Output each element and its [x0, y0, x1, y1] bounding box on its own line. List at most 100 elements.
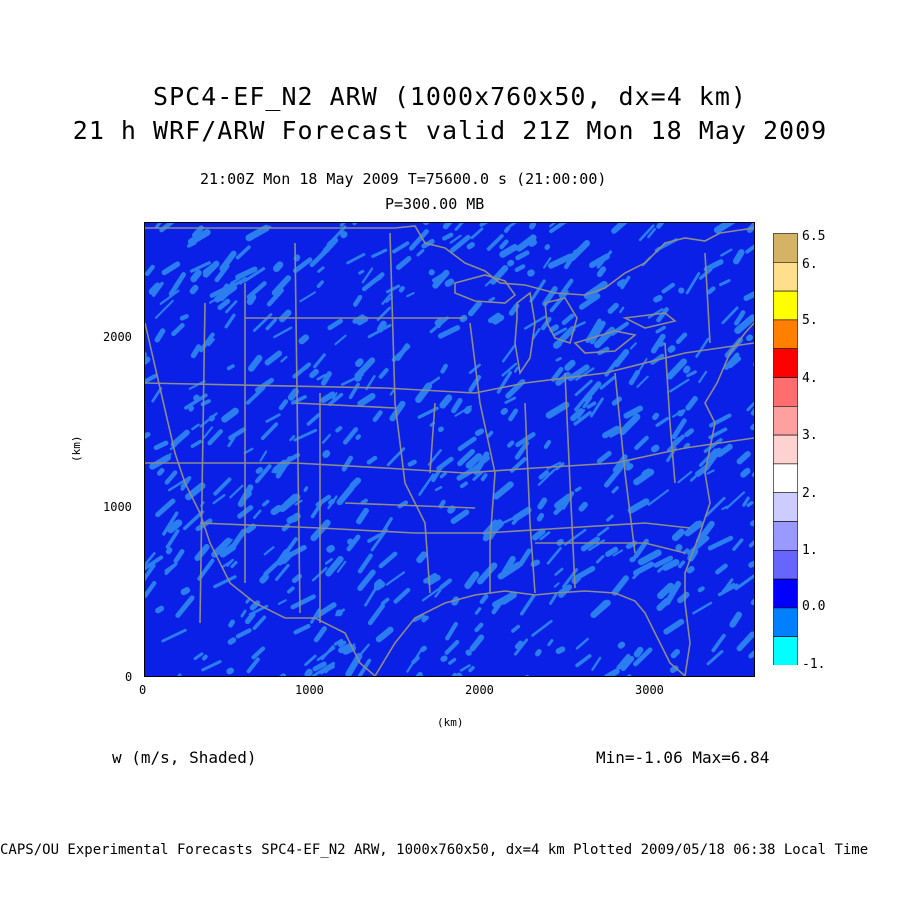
- shaded-streak: [303, 486, 309, 492]
- shaded-streak: [675, 332, 688, 345]
- shaded-streak: [532, 528, 546, 541]
- x-tick-1000: 1000: [295, 683, 324, 697]
- x-tick-2000: 2000: [465, 683, 494, 697]
- shaded-streak: [650, 333, 666, 354]
- shaded-streak: [500, 407, 508, 415]
- shaded-streak: [516, 234, 537, 252]
- shaded-streak: [503, 226, 511, 233]
- shaded-streak: [389, 400, 406, 422]
- shaded-streak: [590, 397, 604, 418]
- shaded-streak: [208, 415, 215, 422]
- shaded-streak: [442, 232, 454, 241]
- shaded-streak: [416, 551, 428, 564]
- shaded-streak: [507, 259, 515, 267]
- shaded-streak: [550, 366, 564, 382]
- shaded-streak: [513, 638, 529, 656]
- shaded-streak: [168, 272, 186, 297]
- shaded-streak: [293, 428, 318, 442]
- shaded-streak: [231, 528, 247, 548]
- shaded-streak: [266, 288, 284, 307]
- shaded-streak: [357, 553, 373, 574]
- shaded-streak: [554, 567, 564, 576]
- shaded-streak: [725, 491, 746, 510]
- shaded-streak: [286, 513, 300, 524]
- shaded-streak: [214, 284, 238, 303]
- shaded-streak: [230, 275, 244, 285]
- shaded-streak: [638, 224, 655, 242]
- shaded-streak: [335, 425, 343, 433]
- shaded-streak: [519, 594, 536, 616]
- colorbar-swatches: [773, 233, 798, 666]
- shaded-streak: [293, 257, 313, 274]
- colorbar-label: 4.: [802, 371, 818, 386]
- shaded-streak: [170, 429, 190, 448]
- shaded-streak: [361, 272, 385, 292]
- shaded-streak: [655, 325, 667, 334]
- shaded-streak: [189, 284, 199, 295]
- shaded-streak: [456, 467, 476, 481]
- shaded-streak: [229, 484, 244, 499]
- shaded-streak: [440, 363, 448, 374]
- shaded-streak: [633, 468, 655, 486]
- shaded-streak: [434, 486, 443, 492]
- shaded-streak: [293, 623, 311, 635]
- shaded-streak: [487, 312, 501, 324]
- shaded-streak: [207, 338, 215, 347]
- shaded-streak: [449, 234, 462, 244]
- shaded-streak: [243, 447, 254, 455]
- shaded-streak: [573, 410, 592, 426]
- shaded-streak: [171, 323, 185, 337]
- shaded-streak: [549, 290, 569, 313]
- shaded-streak: [647, 489, 670, 506]
- shaded-streak: [392, 241, 410, 254]
- shaded-streak: [501, 555, 516, 576]
- shaded-streak: [686, 565, 695, 574]
- shaded-streak: [408, 229, 429, 251]
- shaded-streak: [734, 314, 756, 334]
- shaded-streak: [225, 300, 238, 314]
- shaded-streak: [395, 256, 412, 270]
- shaded-streak: [366, 455, 378, 465]
- shaded-streak: [670, 648, 681, 659]
- shaded-streak: [574, 379, 593, 397]
- shaded-streak: [575, 637, 589, 650]
- shaded-streak: [275, 563, 290, 581]
- shaded-streak: [226, 558, 234, 567]
- shaded-streak: [397, 500, 409, 509]
- shaded-streak: [304, 668, 313, 678]
- shaded-streak: [664, 580, 682, 606]
- shaded-streak: [684, 520, 704, 537]
- shaded-streak: [636, 358, 648, 374]
- shaded-streak: [211, 537, 232, 558]
- shaded-streak: [508, 408, 519, 422]
- shaded-streak: [352, 294, 363, 307]
- shaded-streak: [512, 506, 532, 522]
- field-label: w (m/s, Shaded): [112, 748, 257, 767]
- shaded-streak: [570, 408, 585, 422]
- shaded-streak: [469, 634, 485, 652]
- shaded-streak: [637, 549, 662, 566]
- shaded-streak: [203, 426, 214, 439]
- shaded-streak: [194, 544, 210, 562]
- shaded-streak: [536, 512, 545, 522]
- shaded-streak: [492, 481, 514, 500]
- shaded-streak: [358, 269, 365, 275]
- shaded-streak: [514, 640, 524, 650]
- shaded-streak: [143, 581, 157, 598]
- shaded-streak: [161, 628, 187, 643]
- shaded-streak: [513, 366, 519, 373]
- shaded-streak: [325, 555, 344, 577]
- shaded-streak: [573, 321, 586, 329]
- shaded-streak: [685, 396, 698, 411]
- shaded-streak: [251, 646, 266, 660]
- colorbar-label: 6.5: [802, 229, 826, 244]
- footer-text: CAPS/OU Experimental Forecasts SPC4-EF_N…: [0, 842, 869, 858]
- shaded-streak: [528, 239, 538, 247]
- shaded-streak: [263, 546, 275, 556]
- shaded-streak: [611, 575, 629, 596]
- shaded-streak: [596, 450, 612, 464]
- shaded-streak: [201, 660, 222, 672]
- shaded-streak: [420, 645, 427, 652]
- shaded-streak: [734, 310, 746, 326]
- colorbar-swatch: [773, 290, 798, 321]
